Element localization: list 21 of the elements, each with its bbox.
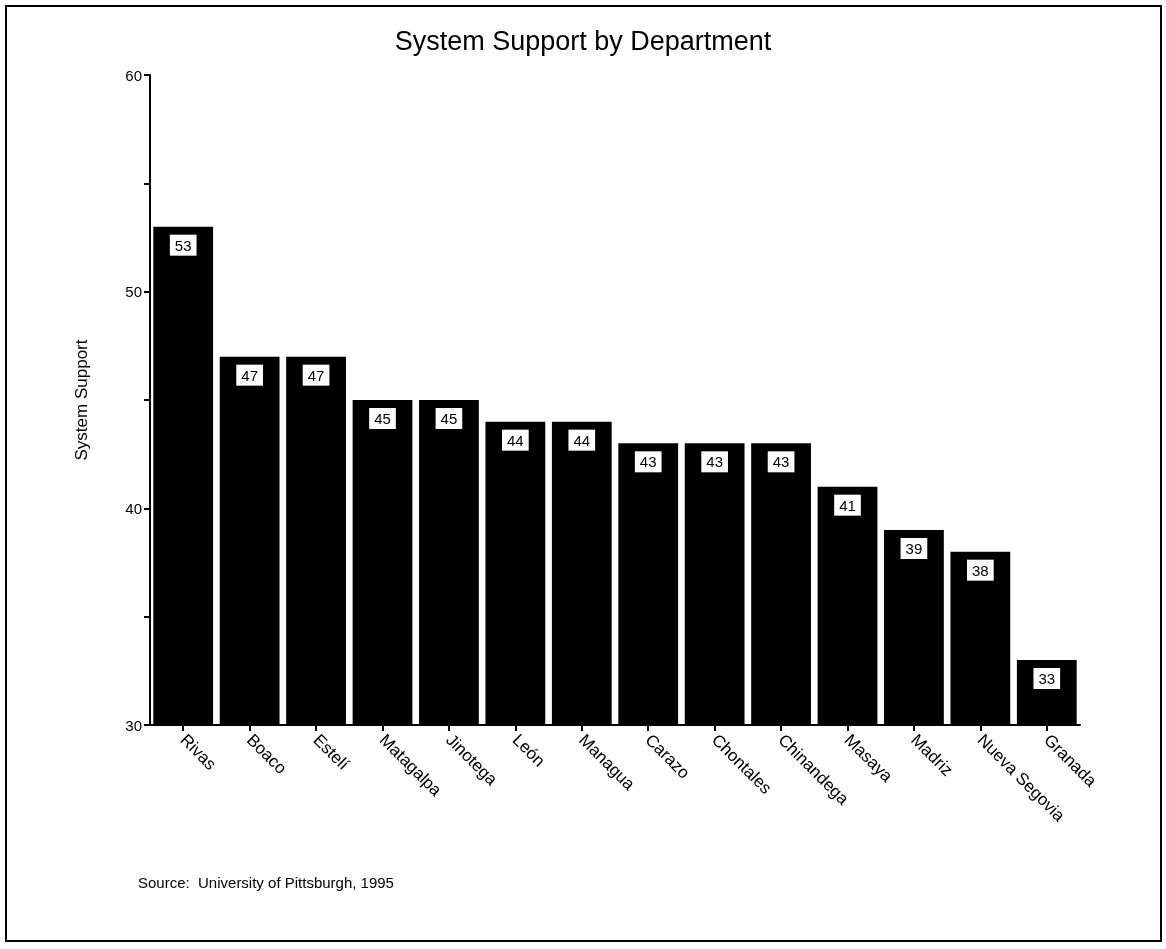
data-label: 47 — [241, 366, 258, 384]
y-tick-label: 60 — [125, 66, 142, 84]
data-label: 45 — [374, 410, 391, 427]
data-label: 43 — [639, 453, 657, 471]
source-note: Source: University of Pittsburgh, 1995 — [138, 874, 394, 891]
data-label: 47 — [307, 366, 325, 384]
data-label: 43 — [772, 453, 790, 471]
data-label: 44 — [507, 431, 524, 449]
data-label: 45 — [440, 410, 458, 427]
chart-title: System Support by Department — [394, 25, 772, 56]
data-label: 43 — [706, 453, 723, 471]
data-label: 33 — [1038, 670, 1056, 687]
data-label: 44 — [573, 431, 591, 449]
data-label: 53 — [174, 236, 192, 254]
data-label: 38 — [972, 561, 989, 579]
y-tick-label: 30 — [125, 716, 142, 734]
y-tick-label: 50 — [125, 283, 142, 301]
data-label: 41 — [839, 496, 856, 514]
y-axis-title: System Support — [72, 339, 91, 461]
data-label: 39 — [905, 540, 923, 557]
y-tick-label: 40 — [125, 499, 142, 517]
